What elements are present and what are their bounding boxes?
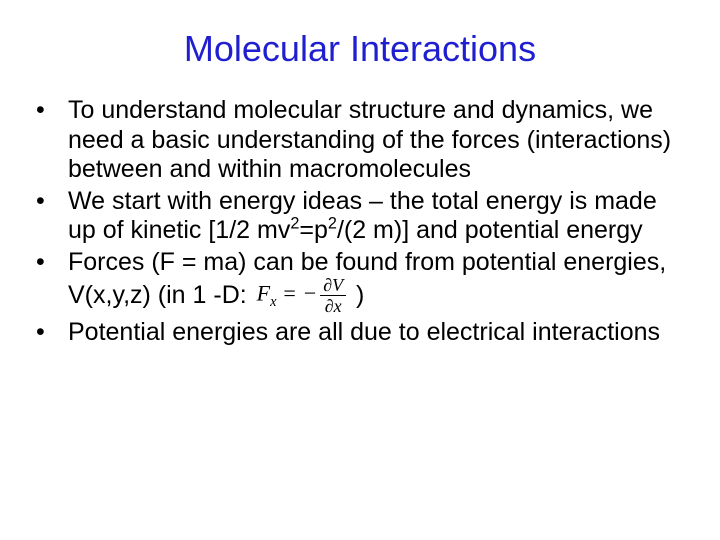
slide-title: Molecular Interactions <box>30 28 690 70</box>
bullet-item: Forces (F = ma) can be found from potent… <box>30 248 690 317</box>
bullet-text: Forces (F = ma) can be found from potent… <box>68 248 666 310</box>
formula-var: x <box>334 296 342 316</box>
bullet-item: Potential energies are all due to electr… <box>30 318 690 348</box>
formula-var: V <box>332 275 343 295</box>
formula-denominator: ∂x <box>320 296 346 315</box>
bullet-text: =p <box>299 216 328 244</box>
formula-fraction: ∂V∂x <box>320 276 346 315</box>
bullet-item: We start with energy ideas – the total e… <box>30 187 690 246</box>
bullet-text: /(2 m)] and potential energy <box>337 216 643 244</box>
inline-formula: Fx = −∂V∂x <box>254 276 349 315</box>
bullet-text: To understand molecular structure and dy… <box>68 96 671 183</box>
superscript: 2 <box>328 215 337 233</box>
bullet-list: To understand molecular structure and dy… <box>30 96 690 348</box>
formula-lhs-var: F <box>257 281 270 306</box>
bullet-text: Potential energies are all due to electr… <box>68 318 660 346</box>
bullet-item: To understand molecular structure and dy… <box>30 96 690 185</box>
formula-numerator: ∂V <box>320 276 346 296</box>
partial-symbol: ∂ <box>323 275 332 295</box>
formula-eq: = − <box>276 281 317 306</box>
partial-symbol: ∂ <box>325 296 334 316</box>
bullet-text: ) <box>349 281 364 309</box>
